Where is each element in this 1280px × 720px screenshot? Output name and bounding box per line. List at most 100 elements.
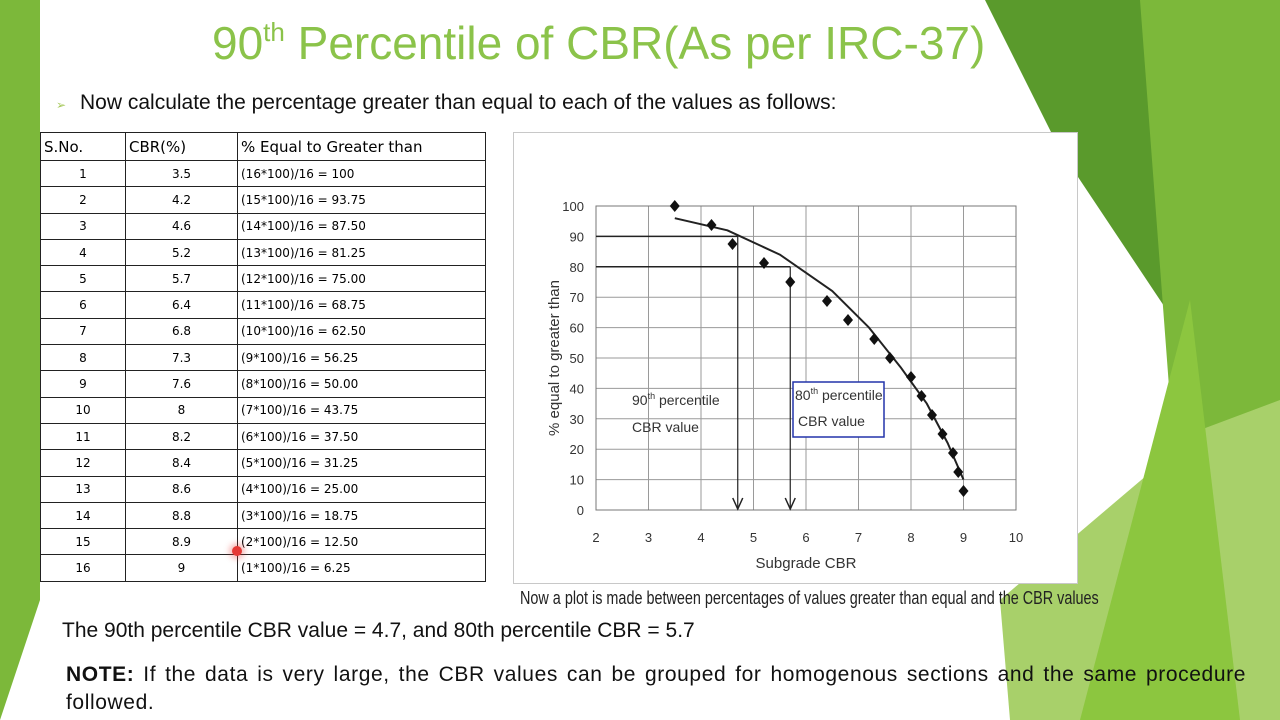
cell-sno: 14 xyxy=(40,501,126,530)
data-point xyxy=(759,257,769,269)
data-point xyxy=(885,352,895,364)
y-tick-label: 10 xyxy=(570,473,584,488)
table-row: 14 8.8 (3*100)/16 = 18.75 xyxy=(40,501,486,530)
cell-cbr: 7.6 xyxy=(125,370,238,398)
cell-cbr: 6.8 xyxy=(125,317,238,346)
cell-sno: 3 xyxy=(40,212,126,240)
cell-cbr: 8 xyxy=(125,396,238,424)
slide-title: 90th Percentile of CBR(As per IRC-37) xyxy=(212,16,1192,70)
p80-label-line2: CBR value xyxy=(798,413,865,429)
data-point xyxy=(927,409,937,421)
y-tick-label: 50 xyxy=(570,351,584,366)
cell-sno: 2 xyxy=(40,186,126,214)
y-tick-label: 30 xyxy=(570,412,584,427)
table-row: 4 5.2 (13*100)/16 = 81.25 xyxy=(40,238,486,267)
cell-cbr: 5.7 xyxy=(125,265,238,293)
cell-sno: 7 xyxy=(40,317,126,346)
cell-percent: (9*100)/16 = 56.25 xyxy=(237,344,486,372)
p90-label: 90th percentile xyxy=(632,391,720,408)
cbr-table: S.No. CBR(%) % Equal to Greater than 1 3.… xyxy=(40,132,486,582)
x-tick-label: 10 xyxy=(1009,530,1023,545)
plot-area-border xyxy=(595,205,1017,511)
data-point xyxy=(785,276,796,288)
cell-cbr: 4.2 xyxy=(125,186,238,214)
cell-sno: 15 xyxy=(40,528,126,556)
cell-sno: 4 xyxy=(40,238,126,267)
header-percent: % Equal to Greater than xyxy=(237,132,486,161)
cell-cbr: 8.4 xyxy=(125,449,238,477)
cell-percent: (8*100)/16 = 50.00 xyxy=(237,370,486,398)
table-row: 6 6.4 (11*100)/16 = 68.75 xyxy=(40,291,486,319)
y-tick-label: 100 xyxy=(562,199,584,214)
cell-percent: (5*100)/16 = 31.25 xyxy=(237,449,486,477)
x-tick-label: 3 xyxy=(645,530,652,545)
note-label: NOTE: xyxy=(66,663,135,686)
cell-percent: (11*100)/16 = 68.75 xyxy=(237,291,486,319)
cell-percent: (16*100)/16 = 100 xyxy=(237,159,486,188)
x-tick-label: 4 xyxy=(697,530,704,545)
cell-sno: 13 xyxy=(40,475,126,503)
note-text: NOTE: If the data is very large, the CBR… xyxy=(66,661,1246,717)
cell-sno: 1 xyxy=(40,159,126,188)
cell-cbr: 4.6 xyxy=(125,212,238,240)
note-body: If the data is very large, the CBR value… xyxy=(66,663,1246,714)
x-axis-label: Subgrade CBR xyxy=(756,555,857,572)
cell-percent: (15*100)/16 = 93.75 xyxy=(237,186,486,214)
data-point xyxy=(869,333,880,345)
cell-percent: (4*100)/16 = 25.00 xyxy=(237,475,486,503)
table-row: 13 8.6 (4*100)/16 = 25.00 xyxy=(40,475,486,503)
data-point xyxy=(669,200,680,212)
cell-cbr: 3.5 xyxy=(125,159,238,188)
data-point xyxy=(916,390,927,402)
left-green-strip xyxy=(0,0,40,720)
title-number: 90 xyxy=(212,17,264,69)
data-point xyxy=(822,295,832,307)
p90-label-line2: CBR value xyxy=(632,419,699,435)
fitted-curve xyxy=(674,217,965,480)
y-tick-label: 20 xyxy=(570,442,584,457)
cell-percent: (3*100)/16 = 18.75 xyxy=(237,501,486,530)
cell-cbr: 8.9 xyxy=(125,528,238,556)
x-tick-label: 5 xyxy=(750,530,757,545)
table-row: 11 8.2 (6*100)/16 = 37.50 xyxy=(40,422,486,451)
data-point xyxy=(937,428,948,440)
data-point xyxy=(953,466,964,478)
table-row: 10 8 (7*100)/16 = 43.75 xyxy=(40,396,486,424)
cell-sno: 8 xyxy=(40,344,126,372)
y-tick-label: 80 xyxy=(570,260,584,275)
table-row: 9 7.6 (8*100)/16 = 50.00 xyxy=(40,370,486,398)
cell-cbr: 8.2 xyxy=(125,422,238,451)
data-point xyxy=(958,485,969,497)
header-sno: S.No. xyxy=(40,132,126,161)
header-cbr: CBR(%) xyxy=(125,132,238,161)
pointer-cursor-icon xyxy=(232,546,242,556)
cell-percent: (14*100)/16 = 87.50 xyxy=(237,212,486,240)
table-header-row: S.No. CBR(%) % Equal to Greater than xyxy=(40,132,486,161)
data-point xyxy=(906,371,916,383)
cell-sno: 16 xyxy=(40,554,126,582)
cell-percent: (6*100)/16 = 37.50 xyxy=(237,422,486,451)
y-tick-label: 0 xyxy=(577,503,584,518)
result-text: The 90th percentile CBR value = 4.7, and… xyxy=(62,619,695,642)
cell-percent: (10*100)/16 = 62.50 xyxy=(237,317,486,346)
data-point xyxy=(948,447,958,459)
cell-sno: 9 xyxy=(40,370,126,398)
cbr-percentile-chart: 0 10 20 30 40 50 60 70 80 90 100 2 3 4 5 6 7 8 9 10 Subgrade… xyxy=(546,199,1023,572)
p90-arrowhead-icon xyxy=(732,497,744,511)
cell-cbr: 6.4 xyxy=(125,291,238,319)
data-point xyxy=(727,238,738,250)
x-tick-label: 2 xyxy=(592,530,599,545)
plot-caption: Now a plot is made between percentages o… xyxy=(520,588,1099,608)
cell-percent: (12*100)/16 = 75.00 xyxy=(237,265,486,293)
right-green-accent-shape xyxy=(1080,300,1240,720)
x-tick-label: 6 xyxy=(802,530,809,545)
intro-text: Now calculate the percentage greater tha… xyxy=(80,91,837,114)
bullet-arrow-icon: ➢ xyxy=(56,98,67,112)
data-point xyxy=(706,219,717,231)
table-row: 7 6.8 (10*100)/16 = 62.50 xyxy=(40,317,486,346)
table-row: 12 8.4 (5*100)/16 = 31.25 xyxy=(40,449,486,477)
cell-cbr: 7.3 xyxy=(125,344,238,372)
cell-percent: (2*100)/16 = 12.50 xyxy=(237,528,486,556)
cell-percent: (1*100)/16 = 6.25 xyxy=(237,554,486,582)
table-row: 8 7.3 (9*100)/16 = 56.25 xyxy=(40,344,486,372)
